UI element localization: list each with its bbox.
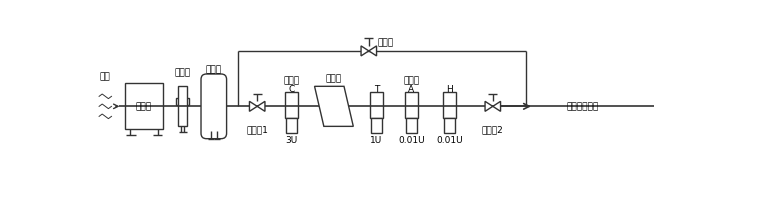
Bar [406, 118, 417, 133]
Text: 过滤器: 过滤器 [283, 76, 300, 85]
Text: T: T [374, 85, 379, 94]
Bar [444, 118, 455, 133]
Text: 1U: 1U [370, 137, 382, 145]
Text: 0.01U: 0.01U [398, 137, 425, 145]
Polygon shape [315, 86, 353, 126]
Text: 修理阀2: 修理阀2 [482, 125, 504, 134]
Text: 3U: 3U [285, 137, 297, 145]
Bar [370, 92, 383, 118]
Text: 旁路阀: 旁路阀 [378, 39, 394, 48]
Polygon shape [250, 101, 257, 111]
Text: 贮气罐: 贮气罐 [206, 65, 222, 74]
Bar [125, 83, 163, 129]
Polygon shape [361, 46, 369, 56]
Bar [285, 92, 298, 118]
Polygon shape [369, 46, 376, 56]
Text: H: H [446, 85, 453, 94]
Bar [286, 118, 296, 133]
FancyBboxPatch shape [201, 74, 227, 139]
Text: 0.01U: 0.01U [436, 137, 462, 145]
Bar [177, 98, 189, 105]
Text: 大气: 大气 [100, 73, 111, 82]
Text: 后冷器: 后冷器 [175, 68, 191, 77]
Text: 过滤器: 过滤器 [403, 76, 419, 85]
Polygon shape [493, 101, 501, 111]
Text: C: C [288, 85, 294, 94]
Text: 净化压缩空气: 净化压缩空气 [567, 102, 599, 111]
Bar [178, 86, 187, 126]
Bar [443, 92, 455, 118]
Text: 修理阀1: 修理阀1 [247, 125, 268, 134]
Text: 冷干机: 冷干机 [326, 74, 342, 83]
Bar [405, 92, 418, 118]
Polygon shape [485, 101, 493, 111]
Text: 空压机: 空压机 [136, 102, 152, 111]
Text: A: A [409, 85, 415, 94]
Polygon shape [257, 101, 265, 111]
Bar [371, 118, 382, 133]
